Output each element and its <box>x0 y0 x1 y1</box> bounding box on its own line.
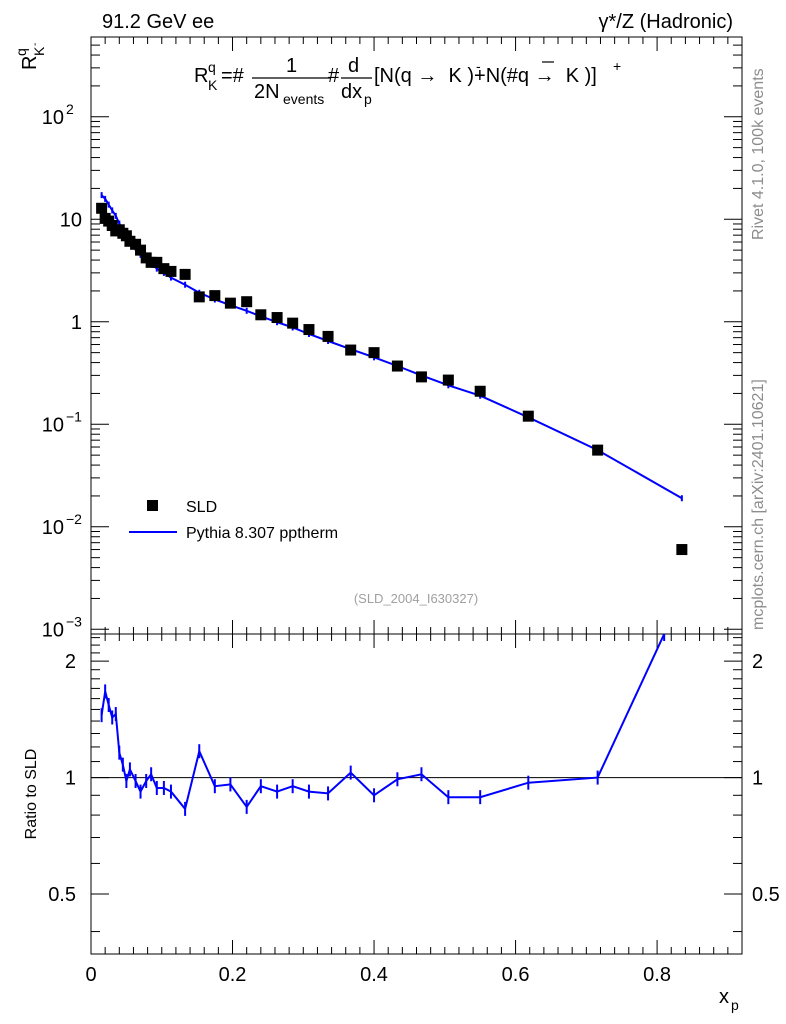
legend-mc-label: Pythia 8.307 pptherm <box>186 525 338 542</box>
sld-point <box>124 235 136 247</box>
formula-den-sub: events <box>283 91 324 107</box>
energy-label: 91.2 GeV ee <box>102 11 214 33</box>
ratio-y-tick-label-right: 2 <box>752 651 763 673</box>
ratio-axes: 0.5 0.5 1 1 2 2 <box>48 634 780 954</box>
y-tick-exponent: 2 <box>66 101 74 117</box>
y-tick-label: 10 <box>60 209 82 231</box>
sld-point <box>179 268 191 280</box>
sld-point <box>193 291 205 303</box>
formula-eq: =# <box>221 65 245 87</box>
formula-d: d <box>348 55 359 77</box>
y-tick-exponent: −1 <box>66 408 82 424</box>
sld-point <box>135 244 147 256</box>
y-label-sub-sup: - <box>30 43 41 46</box>
sld-point <box>96 202 108 214</box>
sld-point <box>224 297 236 309</box>
ratio-y-tick-label-right: 0.5 <box>752 884 780 906</box>
x-tick-label: 0 <box>85 964 96 986</box>
x-tick-label: 0.4 <box>360 964 388 986</box>
sld-point <box>474 385 486 397</box>
x-axis-label: x p <box>719 986 739 1013</box>
ratio-y-tick-label: 0.5 <box>48 884 76 906</box>
ratio-series-group <box>100 634 666 816</box>
y-tick-label: 10 <box>42 517 64 539</box>
y-axis-label: R q K - <box>13 43 47 70</box>
sld-point <box>676 544 688 556</box>
sld-point <box>130 238 142 250</box>
sld-point <box>303 324 315 336</box>
x-tick-label: 0.2 <box>219 964 247 986</box>
formula-rest: [N(q → K )+N(#q → K )] <box>374 65 597 87</box>
mcplots-label: mcplots.cern.ch [arXiv:2401.10621] <box>750 379 767 630</box>
main-plot-frame <box>90 36 743 635</box>
formula-kminus-sup: - <box>476 58 481 74</box>
formula-dx: dx <box>341 81 362 103</box>
sld-point <box>209 290 221 302</box>
y-label-main: R <box>19 56 41 70</box>
formula-lhs: R <box>194 65 208 87</box>
sld-point <box>322 330 334 342</box>
main-series <box>96 192 688 556</box>
legend-data-marker <box>147 500 158 511</box>
ratio-y-label: Ratio to SLD <box>23 749 40 840</box>
sld-point <box>145 256 157 268</box>
y-tick-exponent: −2 <box>66 511 82 527</box>
rivet-label: Rivet 4.1.0, 100k events <box>750 68 767 240</box>
y-tick-label: 10 <box>42 414 64 436</box>
formula-dx-sub: p <box>364 91 372 107</box>
process-label: γ*/Z (Hadronic) <box>599 11 733 33</box>
ratio-line <box>100 634 666 812</box>
x-tick-label: 0.6 <box>502 964 530 986</box>
y-label-sup: q <box>13 48 29 56</box>
sld-point <box>442 374 454 386</box>
sld-point <box>151 256 163 268</box>
y-tick-exponent: −3 <box>66 613 82 629</box>
sld-point <box>368 347 380 359</box>
formula-kplus-sup: + <box>613 58 621 74</box>
sld-point <box>415 371 427 383</box>
formula-lhs-sub: K <box>208 77 218 93</box>
legend-data-label: SLD <box>186 499 217 516</box>
ratio-y-tick-label: 2 <box>65 651 76 673</box>
x-tick-label: 0.8 <box>643 964 671 986</box>
formula-lhs-sup: q <box>208 59 216 75</box>
formula-num: 1 <box>286 55 297 77</box>
sld-point <box>522 410 534 422</box>
x-label-sub: p <box>731 997 739 1013</box>
formula: R q K =# 1 2N events # d dx p [N(q → K )… <box>194 55 621 107</box>
sld-point <box>287 317 299 329</box>
sld-point <box>271 312 283 324</box>
x-axis-tick-labels: 0 0.2 0.4 0.6 0.8 <box>85 964 671 986</box>
sld-point <box>165 265 177 277</box>
sld-point <box>255 309 267 321</box>
sld-point <box>241 296 253 308</box>
analysis-id: (SLD_2004_I630327) <box>354 591 478 606</box>
sld-point <box>345 344 357 356</box>
sld-point <box>158 263 170 275</box>
y-label-sub: K <box>31 46 47 56</box>
ratio-y-tick-label: 1 <box>65 768 76 790</box>
x-label-main: x <box>719 986 729 1008</box>
y-tick-label: 1 <box>71 312 82 334</box>
y-tick-label: 10 <box>42 107 64 129</box>
ratio-y-tick-label-right: 1 <box>752 768 763 790</box>
formula-den: 2N <box>254 81 280 103</box>
y-tick-label: 10 <box>42 619 64 641</box>
sld-point <box>592 444 604 456</box>
legend: SLD Pythia 8.307 pptherm <box>129 499 338 542</box>
sld-point <box>391 360 403 372</box>
ratio-series <box>100 634 666 816</box>
formula-hash2: # <box>328 65 340 87</box>
